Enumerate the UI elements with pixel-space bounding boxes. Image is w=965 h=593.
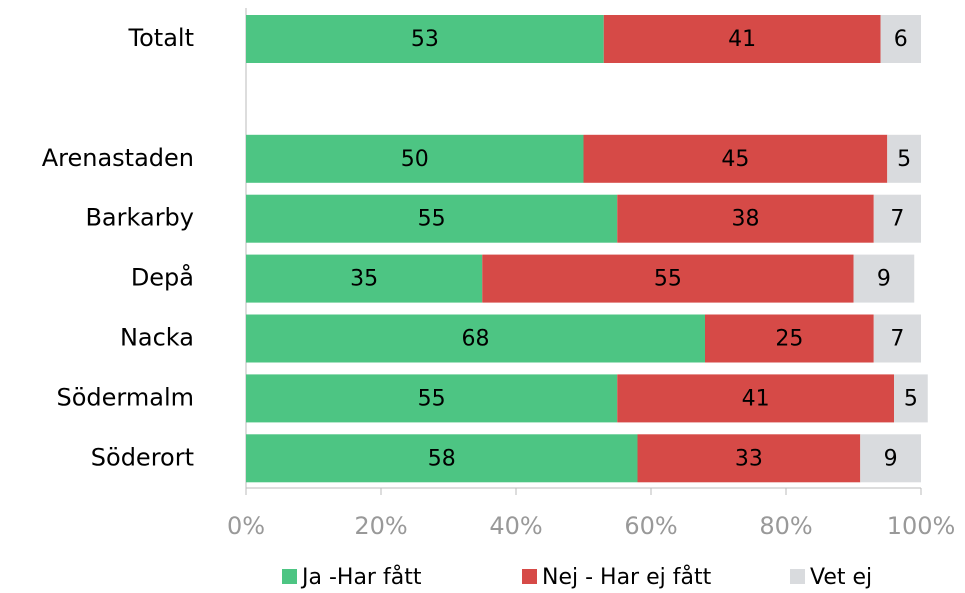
value-label: 55 [654,267,682,292]
value-label: 38 [732,207,760,232]
legend-label: Vet ej [810,565,872,590]
x-tick-label: 40% [489,512,542,540]
x-tick-label: 80% [759,512,812,540]
x-tick-label: 20% [354,512,407,540]
value-label: 41 [728,27,756,52]
legend-swatch [282,569,297,584]
bar-segment [246,374,618,423]
value-label: 9 [877,267,891,292]
x-tick-label: 60% [624,512,677,540]
bar-segment [246,194,618,243]
y-tick-label: Depå [131,263,194,292]
bar-segment [603,15,881,63]
bar-segment [860,434,921,483]
y-tick-label: Barkarby [85,204,194,232]
y-tick-label: Södermalm [57,383,195,411]
y-tick-label: Arenastaden [42,144,194,172]
value-label: 5 [897,147,911,172]
y-tick-label: Söderort [91,443,194,471]
y-tick-label: Nacka [120,324,194,352]
value-label: 55 [418,386,446,411]
bar-segment [246,314,705,363]
bar-segment [246,15,604,63]
value-label: 5 [904,386,918,411]
value-label: 55 [418,207,446,232]
legend-swatch [522,569,537,584]
value-label: 35 [350,267,378,292]
value-label: 7 [890,327,904,352]
value-label: 53 [411,27,439,52]
bar-segment [887,134,921,183]
value-label: 9 [884,446,898,471]
bar-segment [583,134,888,183]
value-label: 50 [401,147,429,172]
value-label: 41 [742,386,770,411]
value-label: 6 [894,27,908,52]
x-tick-label: 100% [887,512,956,540]
y-tick-label: Totalt [128,24,194,52]
legend-label: Nej - Har ej fått [542,564,712,590]
bar-segment [894,374,928,423]
value-label: 58 [428,446,456,471]
value-label: 33 [735,446,763,471]
bar-segment [246,434,638,483]
bar-segment [246,134,584,183]
legend-label: Ja -Har fått [300,564,422,590]
x-tick-label: 0% [227,512,265,540]
bar-segment [873,314,921,363]
bar-segment [873,194,921,243]
value-label: 45 [721,147,749,172]
bar-segment [853,254,915,303]
bar-segment [482,254,854,303]
bar-segment [880,15,921,63]
value-label: 7 [890,207,904,232]
value-label: 68 [462,327,490,352]
bar-segment [617,374,894,423]
bar-segment [705,314,874,363]
legend-swatch [790,569,805,584]
value-label: 25 [775,327,803,352]
bar-segment [246,254,483,303]
bar-segment [637,434,861,483]
bar-segment [617,194,874,243]
